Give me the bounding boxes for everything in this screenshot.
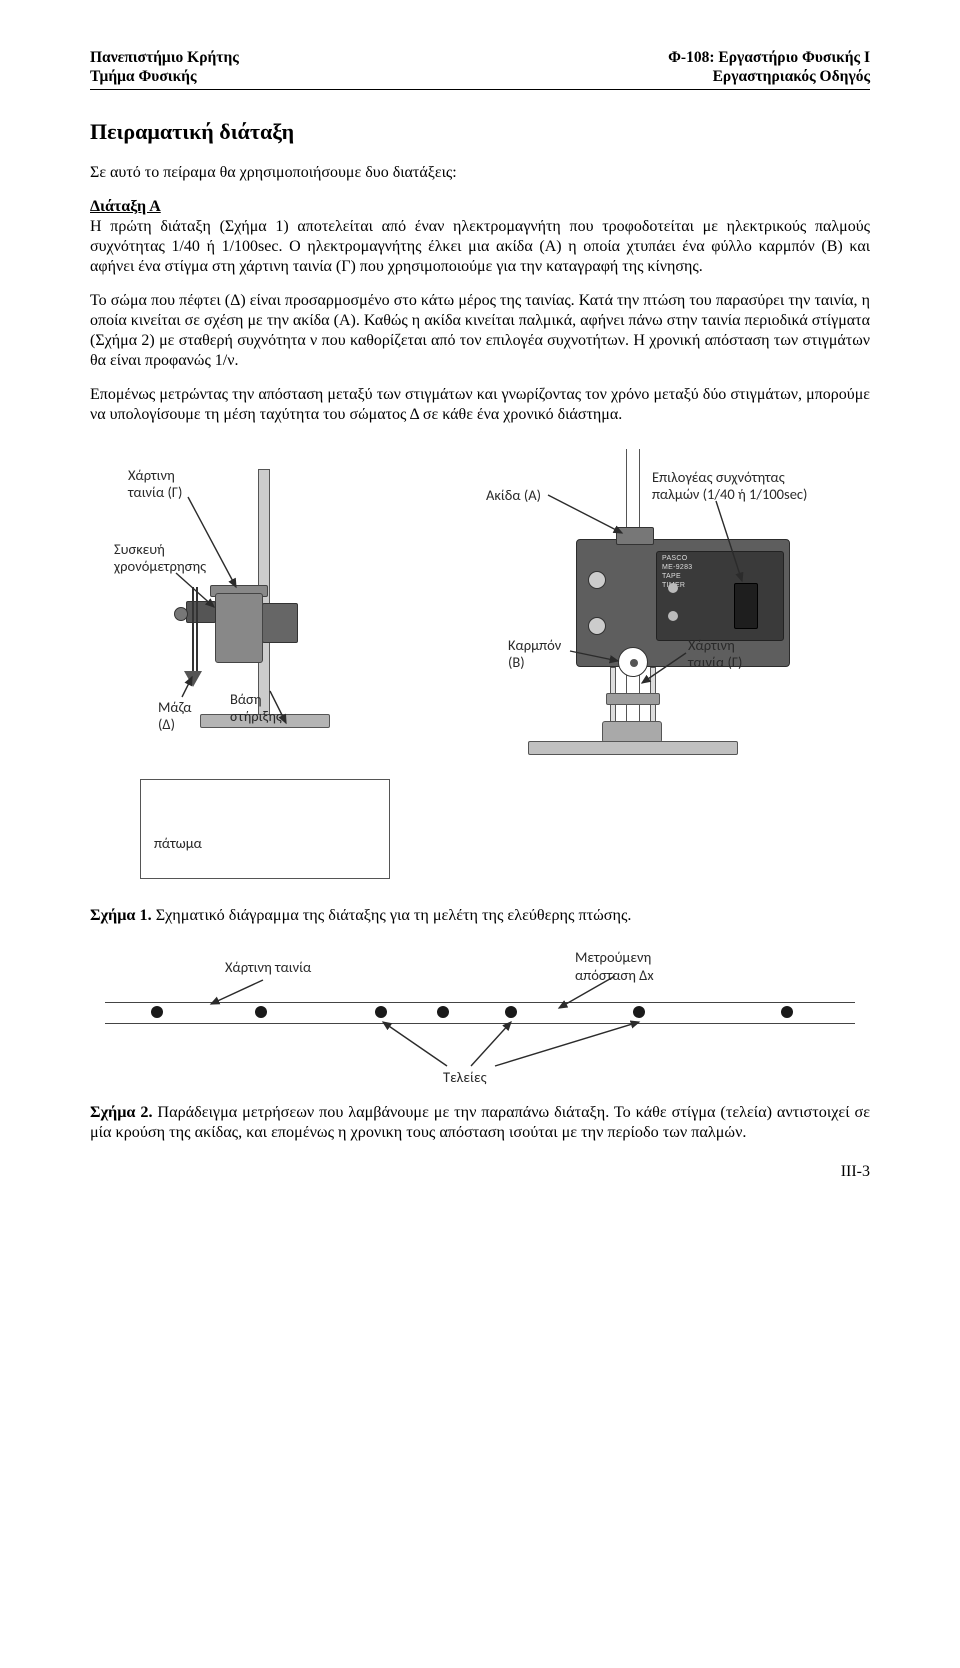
header-dept: Τμήμα Φυσικής (90, 67, 239, 86)
figure-1-caption-text: Σχηματικό διάγραμμα της διάταξης για τη … (152, 906, 632, 924)
paragraph-1: Διάταξη Α Η πρώτη διάταξη (Σχήμα 1) αποτ… (90, 197, 870, 277)
paragraph-2: Το σώμα που πέφτει (Δ) είναι προσαρμοσμέ… (90, 291, 870, 371)
figure-2-caption: Σχήμα 2. Παράδειγμα μετρήσεων που λαμβάν… (90, 1102, 870, 1143)
page-header: Πανεπιστήμιο Κρήτης Τμήμα Φυσικής Φ-108:… (90, 48, 870, 87)
section-title: Πειραματική διάταξη (90, 118, 870, 146)
header-rule (90, 89, 870, 90)
header-course: Φ-108: Εργαστήριο Φυσικής Ι (668, 48, 870, 67)
intro-paragraph: Σε αυτό το πείραμα θα χρησιμοποιήσουμε δ… (90, 163, 870, 183)
fig1-arrows (110, 439, 850, 899)
figure-2-caption-label: Σχήμα 2. (90, 1103, 153, 1121)
header-uni: Πανεπιστήμιο Κρήτης (90, 48, 239, 67)
figure-1: PASCOME-9283TAPETIMER Χάρτινηταινία (Γ) … (90, 439, 870, 925)
paragraph-3: Επομένως μετρώντας την απόσταση μεταξύ τ… (90, 385, 870, 425)
figure-1-caption-label: Σχήμα 1. (90, 906, 152, 924)
figure-1-caption: Σχήμα 1. Σχηματικό διάγραμμα της διάταξη… (90, 905, 870, 925)
page-footer: III-3 (90, 1162, 870, 1182)
header-guide: Εργαστηριακός Οδηγός (668, 67, 870, 86)
setup-a-title: Διάταξη Α (90, 198, 161, 215)
paragraph-1-text: Η πρώτη διάταξη (Σχήμα 1) αποτελείται απ… (90, 218, 870, 275)
figure-2-caption-text: Παράδειγμα μετρήσεων που λαμβάνουμε με τ… (90, 1103, 870, 1141)
figure-2: Χάρτινη ταινία Μετρούμενηαπόσταση Δx Τελ… (90, 946, 870, 1143)
fig2-arrows (95, 946, 865, 1096)
